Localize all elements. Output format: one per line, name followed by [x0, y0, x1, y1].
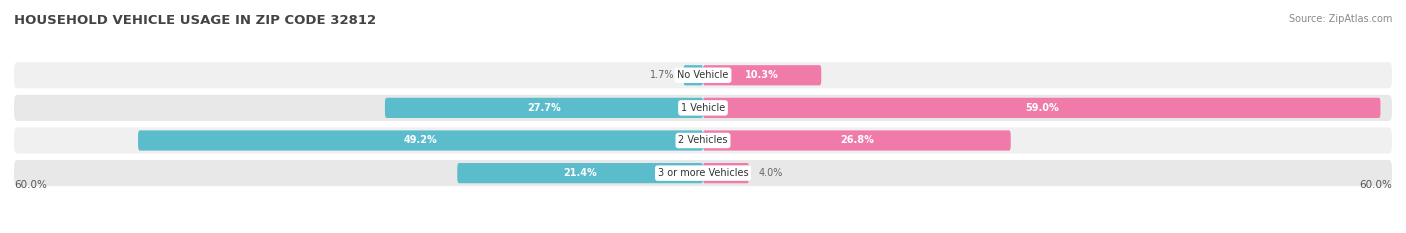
Text: HOUSEHOLD VEHICLE USAGE IN ZIP CODE 32812: HOUSEHOLD VEHICLE USAGE IN ZIP CODE 3281…	[14, 14, 377, 27]
FancyBboxPatch shape	[385, 98, 703, 118]
FancyBboxPatch shape	[683, 65, 703, 85]
FancyBboxPatch shape	[138, 130, 703, 151]
Text: 21.4%: 21.4%	[564, 168, 598, 178]
Text: 1 Vehicle: 1 Vehicle	[681, 103, 725, 113]
Text: 10.3%: 10.3%	[745, 70, 779, 80]
Text: 2 Vehicles: 2 Vehicles	[678, 136, 728, 145]
FancyBboxPatch shape	[14, 127, 1392, 154]
Text: No Vehicle: No Vehicle	[678, 70, 728, 80]
FancyBboxPatch shape	[703, 163, 749, 183]
Text: 27.7%: 27.7%	[527, 103, 561, 113]
FancyBboxPatch shape	[703, 65, 821, 85]
Text: 4.0%: 4.0%	[758, 168, 783, 178]
FancyBboxPatch shape	[703, 98, 1381, 118]
FancyBboxPatch shape	[703, 130, 1011, 151]
FancyBboxPatch shape	[14, 62, 1392, 88]
FancyBboxPatch shape	[14, 95, 1392, 121]
FancyBboxPatch shape	[457, 163, 703, 183]
Text: Source: ZipAtlas.com: Source: ZipAtlas.com	[1288, 14, 1392, 24]
Text: 3 or more Vehicles: 3 or more Vehicles	[658, 168, 748, 178]
Text: 49.2%: 49.2%	[404, 136, 437, 145]
Text: 60.0%: 60.0%	[14, 180, 46, 190]
Text: 60.0%: 60.0%	[1360, 180, 1392, 190]
Text: 59.0%: 59.0%	[1025, 103, 1059, 113]
FancyBboxPatch shape	[14, 160, 1392, 186]
Text: 1.7%: 1.7%	[650, 70, 675, 80]
Text: 26.8%: 26.8%	[839, 136, 873, 145]
